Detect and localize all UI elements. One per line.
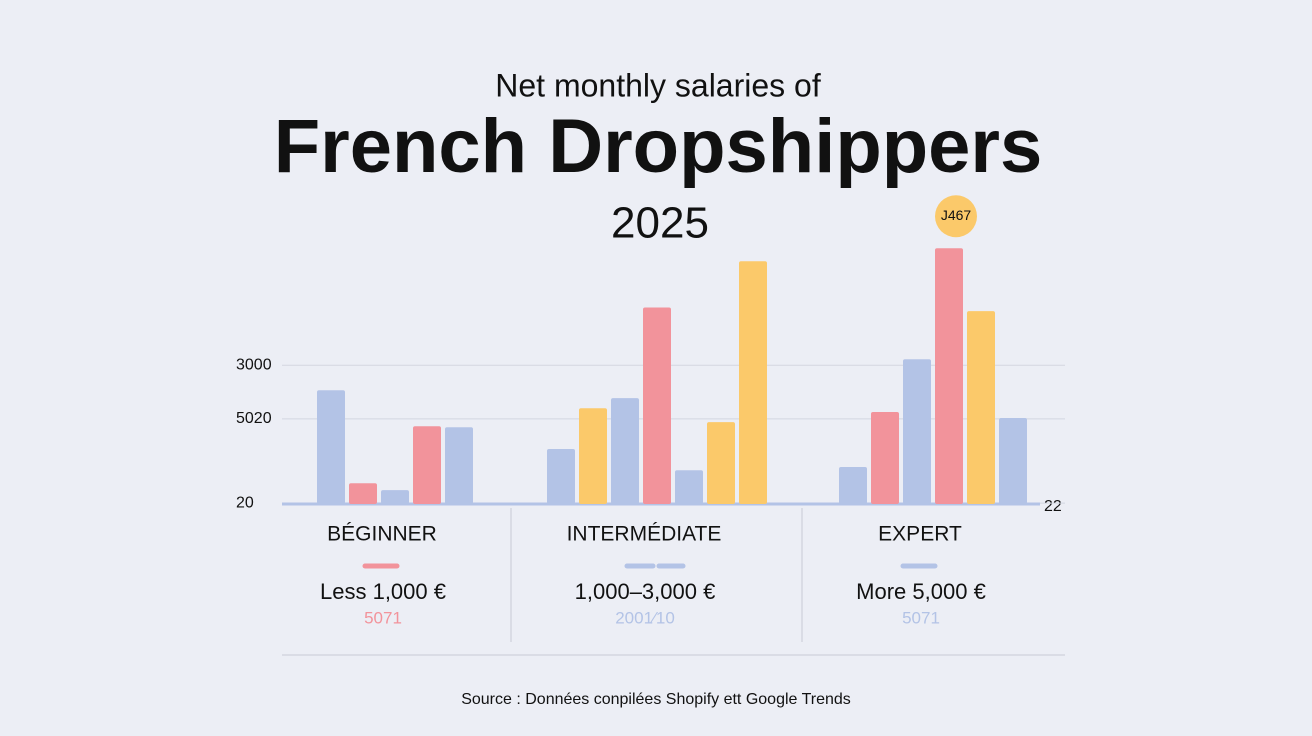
right-label: 22 (1044, 498, 1062, 515)
y-tick-label: 20 (236, 494, 254, 511)
bar (349, 483, 377, 504)
bar (317, 390, 345, 504)
bar (547, 448, 575, 504)
bar (871, 411, 899, 504)
bar (903, 359, 931, 504)
group-name: BÉGINNER (327, 523, 437, 546)
bar (999, 417, 1027, 504)
group-range: 1,000–3,000 € (575, 579, 716, 604)
bar (739, 261, 767, 504)
group-range: Less 1,000 € (320, 579, 446, 604)
bar (967, 311, 995, 504)
bar (611, 398, 639, 504)
source: Source : Données conpilées Shopify ett G… (461, 691, 851, 708)
annotation-badge (935, 195, 977, 238)
bar (935, 248, 963, 504)
group-code: 2001⁄10 (615, 608, 675, 627)
chart-title: French Dropshippers (274, 104, 1043, 189)
bar (675, 470, 703, 504)
bar (445, 427, 473, 504)
bar (643, 307, 671, 504)
y-tick-label: 3000 (236, 356, 272, 373)
group-name: INTERMÉDIATE (567, 523, 722, 546)
bar (707, 422, 735, 504)
group-code: 5071 (364, 608, 402, 627)
bar (413, 426, 441, 504)
bar (839, 467, 867, 504)
supertitle: Net monthly salaries of (495, 67, 821, 103)
group-name: EXPERT (878, 523, 962, 546)
annotation: J467 (941, 207, 972, 223)
subtitle: 2025 (611, 199, 709, 248)
group-range: More 5,000 € (856, 579, 986, 604)
group-code: 5071 (902, 608, 940, 627)
bar (579, 408, 607, 504)
bar (381, 490, 409, 504)
y-tick-label: 5020 (236, 410, 272, 427)
